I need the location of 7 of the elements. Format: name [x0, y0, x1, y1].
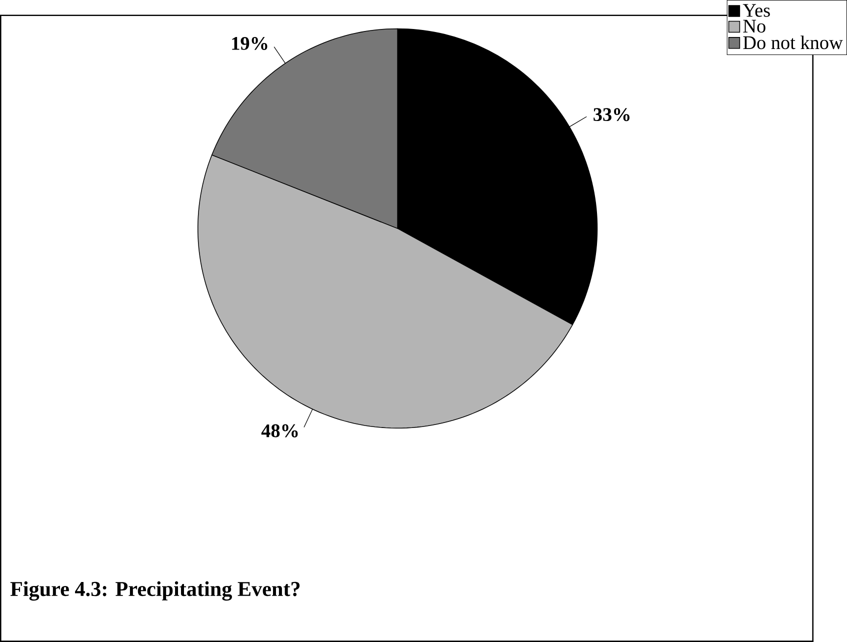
data-label: 48%	[261, 424, 298, 438]
data-label: 19%	[232, 36, 268, 50]
legend-label: No	[743, 20, 766, 33]
legend-label: Do not know	[743, 36, 843, 50]
legend-label: Yes	[742, 4, 770, 17]
text: Figure 4.3: Precipitating Event?	[10, 581, 300, 601]
data-label: 33%	[594, 108, 630, 122]
